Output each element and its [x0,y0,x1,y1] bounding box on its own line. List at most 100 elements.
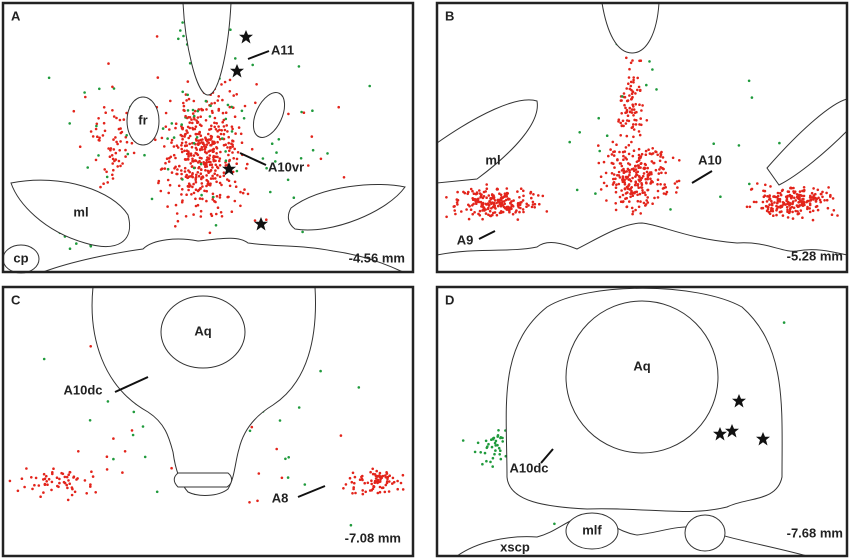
cell-dot [495,201,498,205]
cell-dot [465,208,468,211]
cell-dot [677,179,681,183]
cell-dot [216,99,220,102]
cell-dot [642,167,645,170]
contour [173,472,233,488]
cell-dot [212,156,215,159]
cell-dot [495,213,499,217]
cell-dot [204,119,208,122]
cell-dot [173,167,176,170]
cell-dot [119,140,122,143]
cell-dot [194,146,198,150]
cell-dot [453,209,456,212]
cell-dot [361,489,365,492]
cell-dot [178,164,181,168]
region-label: Aq [633,358,650,373]
cell-dot [792,186,795,190]
cell-dot [654,168,658,172]
cell-dot [632,128,636,131]
cell-dot [790,196,793,199]
cell-dot [228,105,232,109]
cell-dot [639,200,642,203]
cell-dot [203,150,207,154]
cell-dot [477,197,480,201]
cell-dot [218,157,222,160]
cell-dot [45,480,48,483]
cell-dot [445,196,448,199]
cell-dot [42,472,46,476]
cell-dot [614,190,618,194]
cell-dot [530,205,534,209]
cell-dot [619,134,622,137]
cell-dot [481,462,484,466]
cell-dot [164,111,168,115]
cell-dot [170,138,174,142]
cell-dot [607,154,610,158]
cell-dot [190,193,193,196]
cell-dot [765,200,769,203]
cell-dot [522,189,525,193]
cell-dot [761,200,765,204]
cell-dot [796,210,799,213]
cell-dot [637,85,641,89]
cell-dot [72,109,76,113]
cell-dot [115,140,118,144]
cell-dot [816,208,820,212]
cell-dot [123,450,127,453]
cell-dot [205,158,208,162]
cell-dot [105,175,109,179]
cell-dot [97,117,100,120]
cell-dot [634,208,637,212]
cell-dot [205,108,208,111]
cell-dot [205,199,208,203]
cell-dot [792,206,796,210]
cell-dot [634,165,637,168]
cell-dot [103,129,107,133]
cell-dot [235,157,239,161]
cell-dot [620,112,623,115]
cell-dot [525,202,528,206]
cell-dot [471,212,474,216]
cell-dot [516,190,519,193]
cell-dot [228,90,232,93]
cell-dot [755,200,758,204]
cell-dot [474,200,477,203]
cell-dot [646,201,650,204]
cell-dot [634,102,637,106]
cell-dot [31,487,34,491]
cell-dot [625,196,628,200]
cell-dot [802,197,805,201]
cell-dot [531,203,535,206]
cell-dot [615,143,618,146]
cell-dot [119,164,122,168]
cell-dot [646,188,650,192]
cell-dot [494,449,497,452]
cell-dot [186,131,189,134]
cell-dot [228,184,232,188]
cell-dot [657,172,661,175]
region-label: A10 [698,152,722,167]
cell-dot [232,94,235,97]
cell-dot [199,134,203,137]
cell-dot [222,132,226,136]
cell-dot [658,168,661,171]
cell-dot [627,162,630,165]
cell-dot [676,186,679,189]
cell-dot [594,192,597,195]
cell-dot [768,203,771,206]
cell-dot [20,477,24,480]
cell-dot [181,137,184,141]
cell-dot [194,175,198,179]
cell-dot [192,213,195,216]
cell-dot [111,173,114,177]
cell-dot [630,206,634,210]
cell-dot [645,181,648,185]
cell-dot [70,493,74,497]
cell-dot [816,188,820,192]
cell-dot [622,124,625,128]
cell-dot [617,170,621,174]
cell-dot [378,490,382,494]
cell-dot [275,151,278,154]
cell-dot [210,124,213,128]
cell-dot [99,185,102,189]
cell-dot [378,485,382,489]
